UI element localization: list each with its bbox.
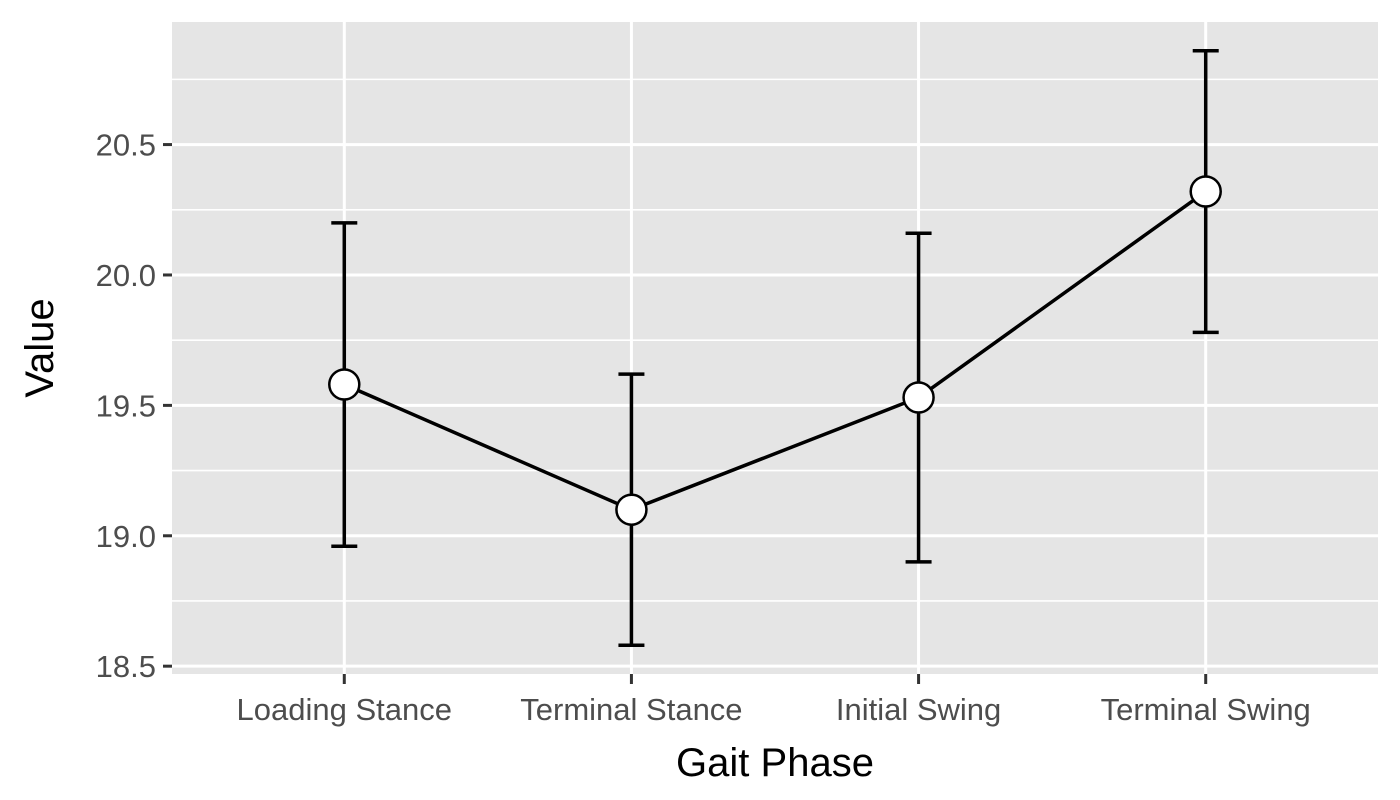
y-axis-ticks: 18.5 19.0 19.5 20.0 20.5 bbox=[96, 128, 172, 684]
y-tick-label: 20.5 bbox=[96, 128, 156, 163]
data-point bbox=[615, 493, 648, 526]
y-tick-label: 20.0 bbox=[96, 258, 156, 293]
x-tick-label: Loading Stance bbox=[237, 692, 452, 727]
x-axis-ticks: Loading Stance Terminal Stance Initial Swi… bbox=[237, 674, 1311, 727]
y-tick-label: 19.0 bbox=[96, 519, 156, 554]
series-line bbox=[343, 190, 1207, 512]
y-tick-label: 18.5 bbox=[96, 649, 156, 684]
x-tick-label: Terminal Stance bbox=[520, 692, 742, 727]
x-axis-title: Gait Phase bbox=[676, 741, 874, 785]
minor-gridlines bbox=[172, 78, 1378, 602]
data-point bbox=[328, 368, 361, 401]
x-tick-label: Initial Swing bbox=[836, 692, 1001, 727]
data-points bbox=[328, 175, 1222, 526]
data-point bbox=[1189, 175, 1222, 208]
data-point bbox=[902, 381, 935, 414]
plot-panel bbox=[172, 22, 1378, 674]
x-tick-label: Terminal Swing bbox=[1101, 692, 1311, 727]
y-tick-label: 19.5 bbox=[96, 388, 156, 423]
y-axis-title: Value bbox=[18, 298, 62, 397]
